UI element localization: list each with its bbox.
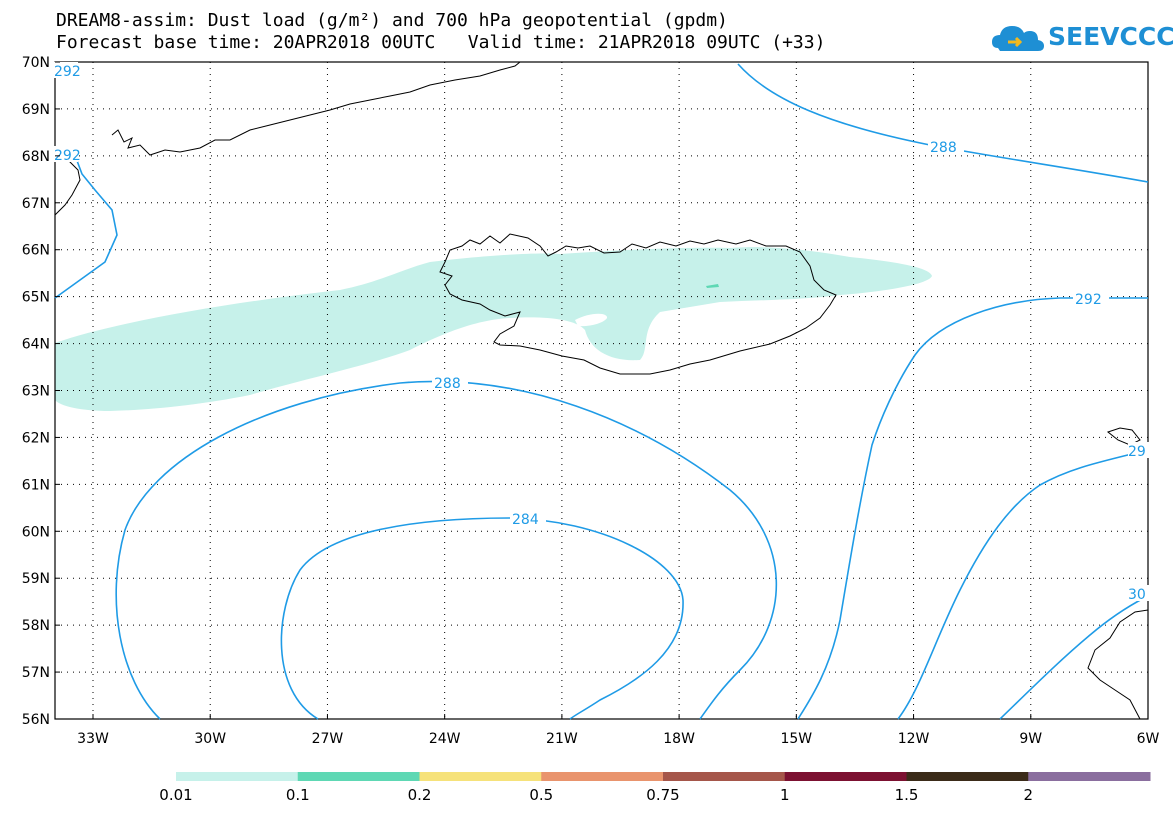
map-title: DREAM8-assim: Dust load (g/m²) and 700 h… [56,10,728,31]
colorbar-label: 1 [779,786,790,804]
logo-text: SEEVCCC [1048,22,1175,51]
lon-label: 12W [898,731,930,747]
lat-label: 63N [22,384,50,400]
colorbar-swatch [1028,772,1151,781]
lon-label: 15W [780,731,812,747]
colorbar-label: 0.2 [407,786,432,804]
colorbar-label: 0.75 [646,786,680,804]
latitude-labels: 70N 69N 68N 67N 66N 65N 64N 63N 62N 61N 60N 59N 58N 5… [22,55,60,728]
contour-label: 288 [434,376,461,392]
colorbar-swatch [176,772,299,781]
lat-label: 57N [22,665,50,681]
lon-label: 18W [663,731,695,747]
lon-label: 21W [546,731,578,747]
contour-288-north [737,63,1149,183]
lat-label: 59N [22,571,50,587]
longitude-labels: 33W 30W 27W 24W 21W 18W 15W 12W 9W 6W [77,714,1160,747]
lat-label: 68N [22,149,50,165]
colorbar-label: 1.5 [894,786,919,804]
contour-label-group: 292 292 288 292 288 284 29 30 [52,62,1150,603]
lat-label: 60N [22,524,50,540]
colorbar-swatch [419,772,542,781]
lat-label: 56N [22,712,50,728]
colorbar-swatch [784,772,907,781]
contour-label: 30 [1128,587,1146,603]
lat-label: 64N [22,337,50,353]
colorbar-swatch [663,772,786,781]
lon-label: 9W [1019,731,1042,747]
contour-label: 284 [512,512,539,528]
colorbar-label: 2 [1023,786,1034,804]
geopotential-contours [54,63,1149,720]
lon-label: 27W [312,731,344,747]
contour-label: 29 [1128,444,1146,460]
map-subtitle: Forecast base time: 20APR2018 00UTC Vali… [56,32,826,53]
lat-label: 67N [22,196,50,212]
lat-label: 69N [22,102,50,118]
lon-label: 6W [1137,731,1160,747]
lon-label: 33W [77,731,109,747]
contour-label: 292 [1075,292,1102,308]
lat-label: 65N [22,290,50,306]
lat-label: 61N [22,477,50,493]
lon-label: 30W [194,731,226,747]
contour-30x-east [999,595,1149,720]
contour-292-east [797,297,1148,720]
lat-label: 62N [22,430,50,446]
contour-label: 288 [930,140,957,156]
iceland-coast [439,233,837,375]
dust-plume-inner-gap [575,313,608,327]
contour-292-west-2 [54,157,118,299]
cloud-logo-icon [992,26,1044,51]
colorbar-label: 0.1 [285,786,310,804]
contour-label: 292 [54,64,81,80]
contour-29x-east [897,449,1149,720]
greenland-coast [111,61,521,156]
faroe-islands [1106,427,1141,446]
lon-label: 24W [429,731,461,747]
lat-label: 70N [22,55,50,71]
contour-288-south [115,380,778,720]
lat-label: 66N [22,243,50,259]
scotland-coast [1087,609,1149,720]
graticule [55,62,1148,719]
colorbar-label: 0.01 [159,786,193,804]
colorbar-swatch [906,772,1029,781]
colorbar [176,772,1151,781]
colorbar-swatch [297,772,420,781]
dust-patch-mid [706,284,719,288]
dust-plume-low [55,247,932,411]
colorbar-swatch [541,772,664,781]
lat-label: 58N [22,618,50,634]
colorbar-label: 0.5 [529,786,554,804]
contour-284 [280,517,684,720]
contour-label: 292 [54,148,81,164]
